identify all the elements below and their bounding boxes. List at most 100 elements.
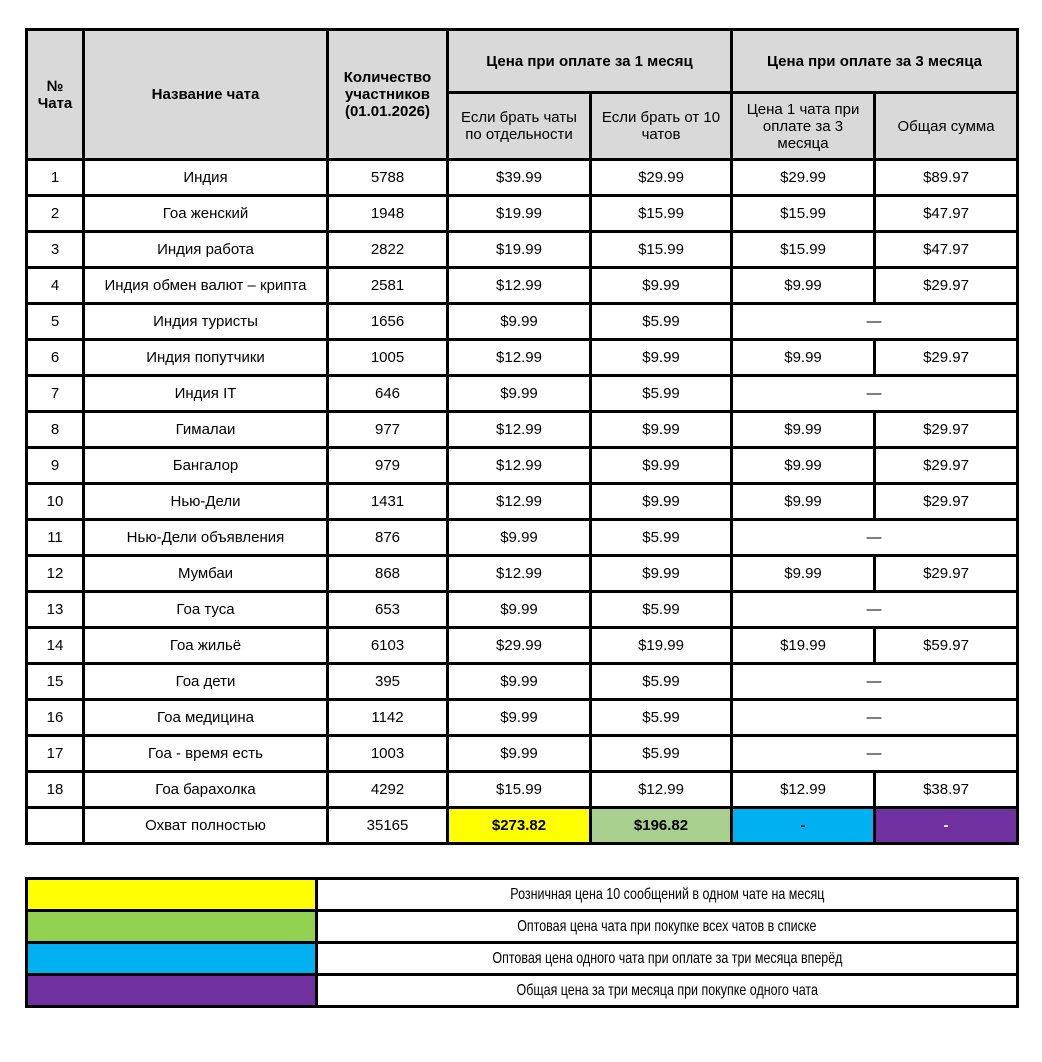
header-group-3-months: Цена при оплате за 3 месяца (730, 28, 1020, 94)
members-count-cell: 5788 (326, 158, 449, 197)
no-3m-dash-cell: — (730, 734, 1020, 773)
total-members-cell: 35165 (326, 806, 449, 845)
members-count-cell: 395 (326, 662, 449, 701)
table-row: 12 Мумбаи 868 $12.99 $9.99 $9.99 $29.97 (25, 554, 1020, 593)
table-row: 13 Гоа туса 653 $9.99 $5.99— (25, 590, 1020, 629)
members-count-cell: 646 (326, 374, 449, 413)
header-chat-number: № Чата (25, 28, 85, 161)
members-count-cell: 2581 (326, 266, 449, 305)
price-3m-single-cell: $19.99 (730, 626, 877, 665)
header-price-3m-single: Цена 1 чата при оплате за 3 месяца (730, 91, 877, 161)
page: № Чата Название чата Количество участник… (25, 28, 1020, 1008)
header-members-count: Количество участников (01.01.2026) (326, 28, 449, 161)
row-num-cell: 18 (25, 770, 85, 809)
row-num-cell: 6 (25, 338, 85, 377)
price-single-cell: $15.99 (446, 770, 592, 809)
legend-table-body: Розничная цена 10 сообщений в одном чате… (25, 877, 1019, 1008)
chat-name-cell: Гоа туса (82, 590, 329, 629)
price-single-cell: $19.99 (446, 230, 592, 269)
row-num-cell: 3 (25, 230, 85, 269)
price-single-cell: $39.99 (446, 158, 592, 197)
price-3m-total-cell: $29.97 (873, 410, 1020, 449)
chat-name-cell: Гоа - время есть (82, 734, 329, 773)
total-row: Охват полностью 35165 $273.82 $196.82- - (25, 806, 1020, 845)
price-single-cell: $12.99 (446, 338, 592, 377)
price-from10-cell: $12.99 (588, 770, 734, 809)
price-3m-total-cell: $29.97 (873, 266, 1020, 305)
table-row: 6 Индия попутчики 1005 $12.99 $9.99 $9.99 $29.… (25, 338, 1020, 377)
price-3m-total-cell: $29.97 (873, 482, 1020, 521)
price-from10-cell: $5.99 (588, 734, 734, 773)
price-table-header: № Чата Название чата Количество участник… (25, 28, 1020, 161)
row-num-cell: 16 (25, 698, 85, 737)
row-num-cell: 7 (25, 374, 85, 413)
price-single-cell: $9.99 (446, 734, 592, 773)
members-count-cell: 1142 (326, 698, 449, 737)
chat-name-cell: Гоа барахолка (82, 770, 329, 809)
chat-name-cell: Индия IT (82, 374, 329, 413)
price-3m-total-cell: $59.97 (873, 626, 1020, 665)
row-num-cell: 5 (25, 302, 85, 341)
no-3m-dash-cell: — (730, 518, 1020, 557)
row-num-cell: 1 (25, 158, 85, 197)
members-count-cell: 6103 (326, 626, 449, 665)
legend-swatch-purple (25, 973, 318, 1008)
price-3m-total-cell: $29.97 (873, 338, 1020, 377)
chat-name-cell: Индия обмен валют – крипта (82, 266, 329, 305)
price-from10-cell: $5.99 (588, 662, 734, 701)
chat-name-cell: Индия работа (82, 230, 329, 269)
price-from10-cell: $5.99 (588, 374, 734, 413)
price-single-cell: $29.99 (446, 626, 592, 665)
row-num-cell: 14 (25, 626, 85, 665)
members-count-cell: 868 (326, 554, 449, 593)
legend-text-cell: Розничная цена 10 сообщений в одном чате… (315, 877, 1019, 912)
price-3m-total-cell: $47.97 (873, 230, 1020, 269)
total-price-3m-sum-cell: - (873, 806, 1020, 845)
members-count-cell: 1656 (326, 302, 449, 341)
no-3m-dash-cell: — (730, 662, 1020, 701)
members-count-cell: 1003 (326, 734, 449, 773)
no-3m-dash-cell: — (730, 374, 1020, 413)
price-single-cell: $9.99 (446, 590, 592, 629)
price-from10-cell: $9.99 (588, 410, 734, 449)
price-from10-cell: $9.99 (588, 338, 734, 377)
row-num-cell: 17 (25, 734, 85, 773)
total-label-cell: Охват полностью (82, 806, 329, 845)
header-chat-name: Название чата (82, 28, 329, 161)
price-3m-total-cell: $38.97 (873, 770, 1020, 809)
price-3m-total-cell: $89.97 (873, 158, 1020, 197)
legend-row: Розничная цена 10 сообщений в одном чате… (25, 877, 1019, 912)
legend-row: Общая цена за три месяца при покупке одн… (25, 973, 1019, 1008)
table-row: 5 Индия туристы 1656 $9.99 $5.99— (25, 302, 1020, 341)
no-3m-dash-cell: — (730, 698, 1020, 737)
header-price-single: Если брать чаты по отдельности (446, 91, 592, 161)
total-price-single-cell: $273.82 (446, 806, 592, 845)
price-from10-cell: $9.99 (588, 482, 734, 521)
table-row: 7 Индия IT 646 $9.99 $5.99— (25, 374, 1020, 413)
price-single-cell: $12.99 (446, 554, 592, 593)
legend-text: Общая цена за три месяца при покупке одн… (516, 981, 818, 999)
price-from10-cell: $29.99 (588, 158, 734, 197)
header-price-3m-total: Общая сумма (873, 91, 1020, 161)
total-price-3m-single-cell: - (730, 806, 877, 845)
header-price-from10: Если брать от 10 чатов (588, 91, 734, 161)
table-row: 15 Гоа дети 395 $9.99 $5.99— (25, 662, 1020, 701)
header-group-1-month: Цена при оплате за 1 месяц (445, 28, 734, 94)
legend-row: Оптовая цена одного чата при оплате за т… (25, 941, 1019, 976)
price-single-cell: $12.99 (446, 482, 592, 521)
row-num-cell: 9 (25, 446, 85, 485)
legend-text: Оптовая цена одного чата при оплате за т… (491, 949, 843, 967)
price-single-cell: $19.99 (446, 194, 592, 233)
chat-name-cell: Гоа дети (82, 662, 329, 701)
price-from10-cell: $15.99 (588, 194, 734, 233)
chat-name-cell: Гоа женский (82, 194, 329, 233)
price-3m-total-cell: $29.97 (873, 554, 1020, 593)
price-single-cell: $9.99 (446, 662, 592, 701)
chat-name-cell: Нью-Дели (82, 482, 329, 521)
price-3m-single-cell: $9.99 (730, 338, 877, 377)
table-row: 11 Нью-Дели объявления 876 $9.99 $5.99— (25, 518, 1020, 557)
chat-name-cell: Гоа медицина (82, 698, 329, 737)
legend-row: Оптовая цена чата при покупке всех чатов… (25, 909, 1019, 944)
table-row: 16 Гоа медицина 1142 $9.99 $5.99— (25, 698, 1020, 737)
price-from10-cell: $5.99 (588, 302, 734, 341)
